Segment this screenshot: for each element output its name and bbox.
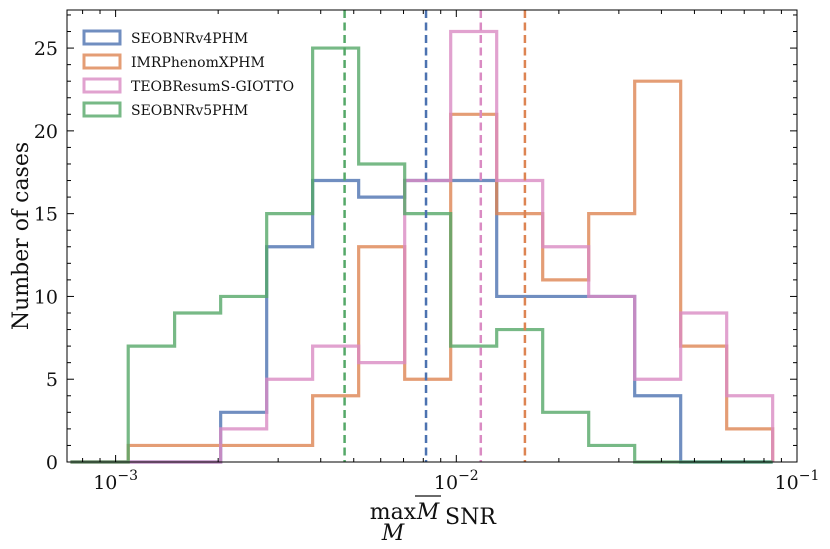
x-tick-label: 10−2 bbox=[434, 468, 479, 494]
x-axis-label-under: M bbox=[381, 521, 405, 546]
legend-label: SEOBNRv4PHM bbox=[131, 31, 248, 47]
series-layer bbox=[70, 29, 775, 464]
y-axis-label: Number of cases bbox=[9, 142, 34, 330]
y-tick-label: 25 bbox=[34, 38, 58, 60]
y-tick-labels: 0 5 10 15 20 25 bbox=[34, 38, 58, 474]
median-lines bbox=[343, 10, 527, 462]
x-tick-labels: 10−3 10−2 10−1 bbox=[93, 468, 819, 494]
y-tick-label: 10 bbox=[34, 286, 58, 308]
legend-label: SEOBNRv5PHM bbox=[131, 103, 248, 119]
y-tick-label: 20 bbox=[34, 121, 58, 143]
x-axis-label-subscript: SNR bbox=[445, 505, 497, 530]
y-tick-label: 5 bbox=[46, 369, 58, 391]
series-imrphenomxphm bbox=[70, 79, 775, 464]
y-tick-label: 0 bbox=[46, 452, 58, 474]
legend-item-seobnrv4phm: SEOBNRv4PHM bbox=[82, 29, 248, 47]
x-tick-label: 10−1 bbox=[775, 468, 820, 494]
legend-swatch bbox=[82, 101, 122, 118]
plot-frame bbox=[66, 9, 798, 463]
y-tick-label: 15 bbox=[34, 204, 58, 226]
series-teobresums-giotto bbox=[70, 29, 775, 464]
legend-label: TEOBResumS-GIOTTO bbox=[131, 79, 294, 95]
legend-swatch bbox=[82, 53, 122, 70]
series-seobnrv5phm bbox=[70, 46, 773, 464]
x-axis-label: max M M SNR bbox=[370, 495, 497, 546]
legend-label: IMRPhenomXPHM bbox=[131, 55, 265, 71]
legend-item-seobnrv5phm: SEOBNRv5PHM bbox=[82, 101, 248, 119]
legend-item-teobresums-giotto: TEOBResumS-GIOTTO bbox=[82, 77, 294, 95]
x-axis-label-main: M bbox=[416, 500, 440, 525]
legend-item-imrphenomxphm: IMRPhenomXPHM bbox=[82, 53, 265, 71]
ticks bbox=[67, 10, 798, 463]
legend: SEOBNRv4PHM IMRPhenomXPHM TEOBResumS-GIOTT… bbox=[82, 29, 294, 119]
legend-swatch bbox=[82, 77, 122, 94]
legend-swatch bbox=[82, 29, 122, 46]
x-tick-label: 10−3 bbox=[93, 468, 138, 494]
x-axis-label-max: max bbox=[370, 500, 417, 525]
